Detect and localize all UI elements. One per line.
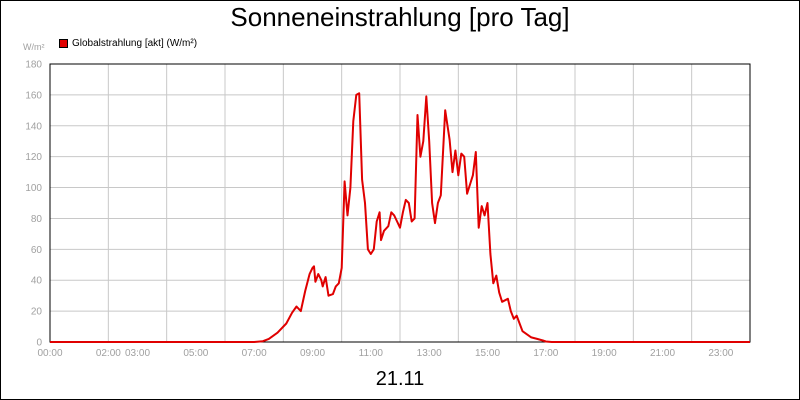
x-tick-label: 00:00 <box>37 348 62 359</box>
y-tick-label: 60 <box>31 245 43 256</box>
x-tick-label: 13:00 <box>417 348 442 359</box>
legend: Globalstrahlung [akt] (W/m²) <box>59 38 197 49</box>
series-line <box>50 92 750 343</box>
y-tick-label: 80 <box>31 214 43 225</box>
y-tick-label: 0 <box>36 338 42 349</box>
x-tick-label: 03:00 <box>125 348 150 359</box>
x-tick-label: 07:00 <box>242 348 267 359</box>
y-tick-label: 140 <box>25 121 42 132</box>
x-tick-label: 17:00 <box>533 348 558 359</box>
legend-label: Globalstrahlung [akt] (W/m²) <box>72 38 198 49</box>
x-tick-label: 05:00 <box>183 348 208 359</box>
y-tick-label: 120 <box>25 152 42 163</box>
y-tick-label: 40 <box>31 276 43 287</box>
x-tick-label: 21:00 <box>650 348 675 359</box>
plot-border <box>49 63 751 343</box>
y-axis-unit: W/m² <box>23 42 45 52</box>
y-tick-label: 20 <box>31 307 43 318</box>
x-tick-label: 15:00 <box>475 348 500 359</box>
x-tick-label: 11:00 <box>359 348 384 359</box>
y-tick-label: 160 <box>25 90 42 101</box>
date-label: 21.11 <box>375 368 425 390</box>
chart-title: Sonneneinstrahlung [pro Tag] <box>230 2 570 32</box>
legend-swatch <box>59 39 68 48</box>
y-tick-label: 180 <box>25 60 42 71</box>
x-tick-label: 23:00 <box>708 348 733 359</box>
y-tick-label: 100 <box>25 183 42 194</box>
x-tick-label: 09:00 <box>300 348 325 359</box>
x-tick-label: 19:00 <box>592 348 617 359</box>
x-tick-label: 02:00 <box>96 348 121 359</box>
